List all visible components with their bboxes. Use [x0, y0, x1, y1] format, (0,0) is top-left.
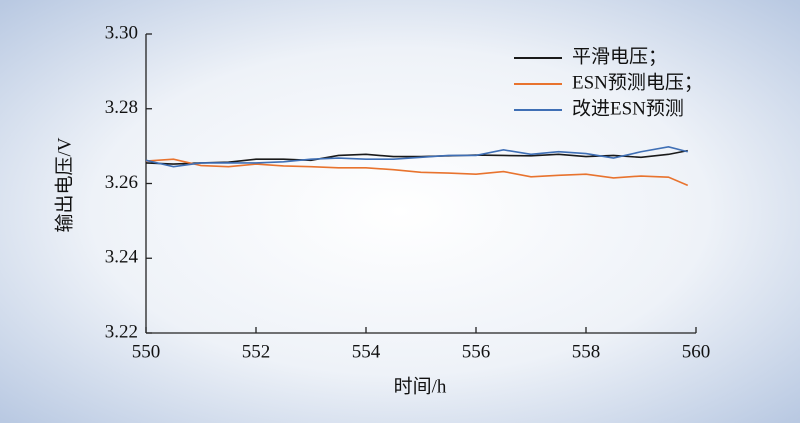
y-tick-label: 3.30 — [105, 22, 138, 43]
x-tick-label: 560 — [682, 341, 711, 362]
x-tick-label: 558 — [572, 341, 601, 362]
y-axis-label: 输出电压/V — [53, 137, 75, 232]
y-tick-label: 3.22 — [105, 321, 138, 342]
x-tick-label: 556 — [462, 341, 491, 362]
x-tick-label: 550 — [132, 341, 161, 362]
legend-label: 平滑电压； — [572, 45, 667, 67]
y-tick-label: 3.24 — [105, 247, 139, 268]
x-tick-label: 554 — [352, 341, 381, 362]
series-line — [145, 146, 688, 168]
y-tick-label: 3.28 — [105, 97, 138, 118]
legend-label: ESN预测电压； — [572, 71, 703, 93]
legend-label: 改进ESN预测 — [572, 97, 684, 119]
x-tick-label: 552 — [242, 341, 271, 362]
x-axis-label: 时间/h — [394, 375, 447, 397]
series-line — [145, 158, 689, 187]
y-tick-label: 3.26 — [105, 172, 138, 193]
